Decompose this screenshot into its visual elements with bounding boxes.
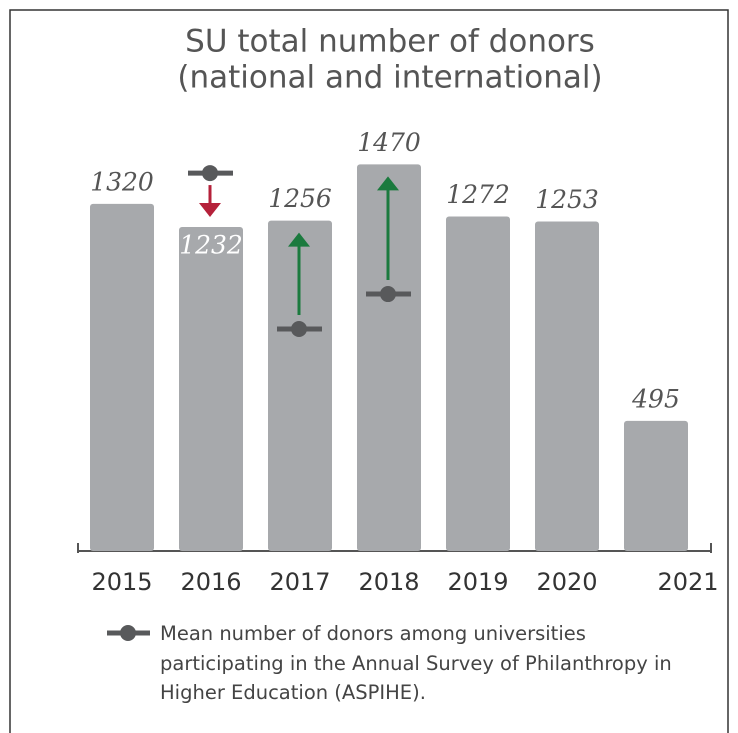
x-tick-label: 2016 bbox=[180, 568, 241, 596]
chart-title: (national and international) bbox=[177, 60, 602, 96]
x-tick-label: 2021 bbox=[657, 568, 718, 596]
bar bbox=[624, 420, 688, 551]
value-label: 1253 bbox=[535, 185, 599, 214]
chart-title: SU total number of donors bbox=[185, 24, 595, 60]
value-label: 1320 bbox=[90, 167, 154, 196]
mean-dot bbox=[291, 321, 307, 338]
x-tick-label: 2019 bbox=[447, 568, 508, 596]
value-label: 1256 bbox=[268, 184, 332, 213]
arrow-head bbox=[199, 202, 221, 217]
bar bbox=[357, 164, 421, 551]
legend-dot bbox=[120, 625, 136, 641]
value-label: 1470 bbox=[357, 128, 421, 157]
x-tick-label: 2018 bbox=[358, 568, 419, 596]
x-tick-label: 2020 bbox=[536, 568, 597, 596]
value-label: 1232 bbox=[179, 230, 243, 259]
legend-text: Mean number of donors among universities… bbox=[160, 622, 672, 704]
mean-dot bbox=[202, 165, 218, 182]
value-label: 1272 bbox=[446, 180, 510, 209]
x-tick-label: 2015 bbox=[91, 568, 152, 596]
bar bbox=[535, 221, 599, 551]
arrow-head bbox=[377, 176, 399, 191]
value-label: 495 bbox=[631, 384, 680, 413]
bar bbox=[90, 203, 154, 551]
arrow-head bbox=[288, 232, 310, 247]
mean-dot bbox=[380, 286, 396, 303]
frame bbox=[9, 9, 729, 733]
x-tick-label: 2017 bbox=[269, 568, 330, 596]
bar bbox=[179, 226, 243, 551]
bar bbox=[446, 216, 510, 552]
bar bbox=[268, 220, 332, 551]
